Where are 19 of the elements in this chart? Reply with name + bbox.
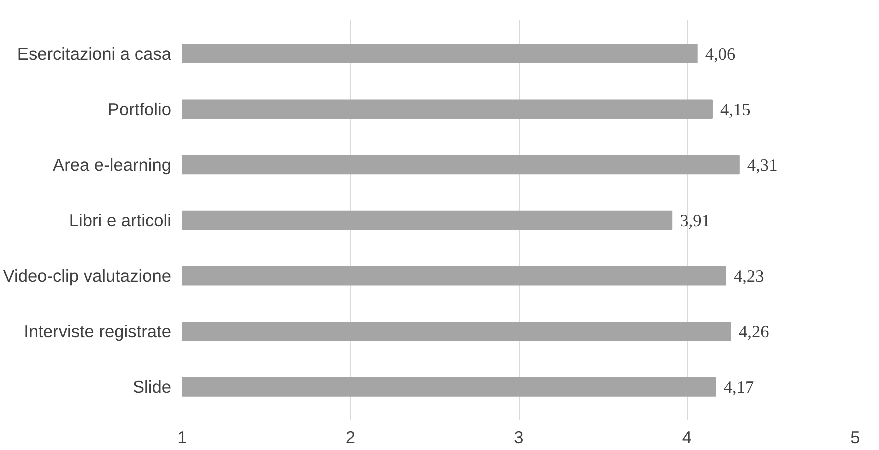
data-label: 4,06	[705, 44, 736, 64]
y-tick-label: Esercitazioni a casa	[17, 44, 172, 64]
data-label: 4,17	[724, 378, 755, 398]
x-tick-label: 2	[346, 428, 356, 448]
data-label: 4,23	[734, 267, 764, 286]
data-label: 3,91	[680, 212, 710, 230]
y-tick-label: Video-clip valutazione	[3, 266, 172, 286]
y-tick-label: Portfolio	[108, 99, 172, 120]
x-tick-label: 4	[682, 428, 692, 448]
y-tick-label: Slide	[132, 377, 172, 398]
data-label: 4,15	[720, 100, 751, 120]
y-tick-label: Area e-learning	[53, 154, 172, 175]
y-tick-label: Libri e articoli	[69, 210, 172, 230]
x-tick-label: 3	[514, 428, 524, 448]
x-tick-label: 1	[178, 428, 188, 448]
data-label: 4,26	[738, 322, 770, 342]
x-tick-label: 5	[850, 428, 860, 448]
y-tick-label: Interviste registrate	[24, 322, 172, 342]
data-label: 4,31	[747, 156, 778, 175]
